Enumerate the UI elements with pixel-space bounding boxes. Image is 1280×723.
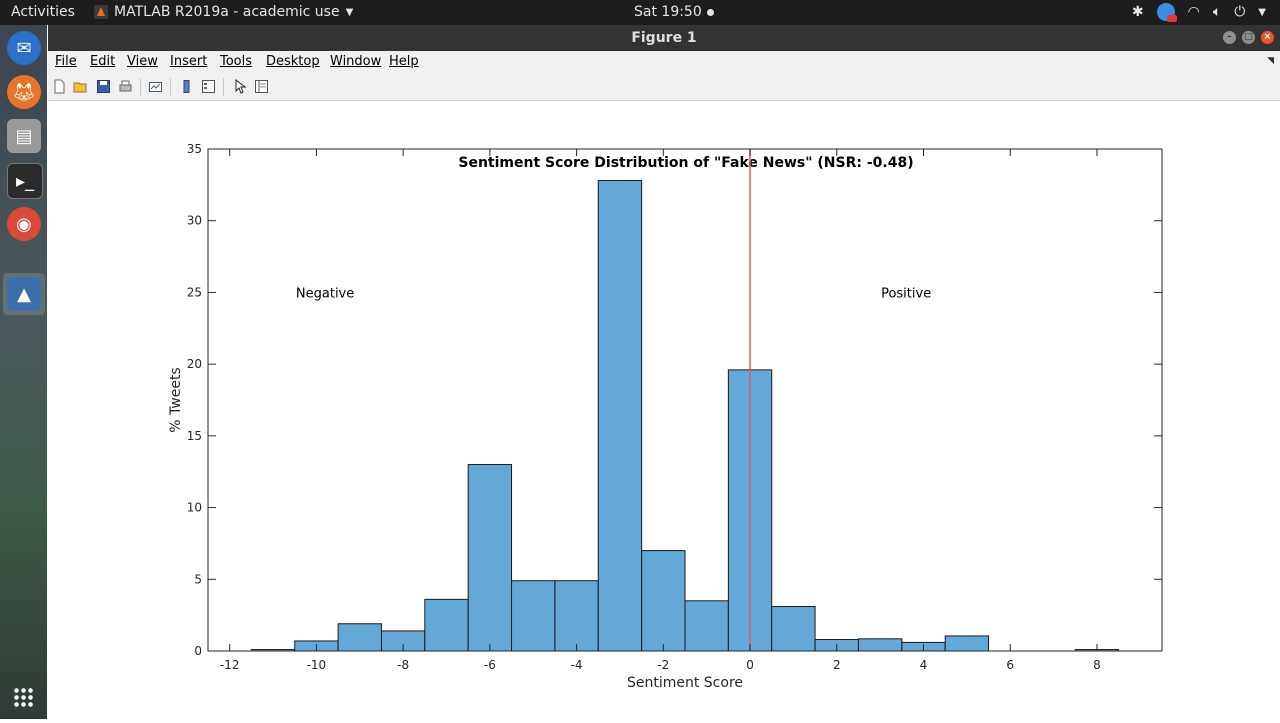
menu-file[interactable]: File [55, 54, 77, 69]
chrome-icon[interactable]: ◉ [7, 207, 41, 241]
x-tick-label: -8 [397, 658, 409, 672]
histogram-chart[interactable]: Sentiment Score Distribution of "Fake Ne… [48, 101, 1280, 719]
notification-dot-icon [706, 8, 714, 16]
histogram-bar [337, 623, 382, 652]
x-axis-label: Sentiment Score [627, 675, 743, 691]
y-axis-label: % Tweets [168, 367, 184, 432]
menu-edit[interactable]: Edit [90, 54, 116, 69]
dock: ✉ 🦊︎ ▤ ▸_ ◉ ▲ [0, 25, 47, 719]
print-icon[interactable] [118, 79, 133, 94]
new-figure-icon[interactable] [52, 79, 67, 94]
menu-tools[interactable]: Tools [220, 54, 253, 69]
wifi-icon[interactable]: ◠ [1187, 4, 1200, 20]
activities-button[interactable]: Activities [11, 4, 75, 20]
legend-icon[interactable] [201, 79, 216, 94]
files-icon[interactable]: ▤ [7, 119, 41, 153]
volume-icon[interactable]: 🔈︎ [1212, 4, 1222, 20]
toolbar-separator [223, 78, 224, 96]
matlab-icon[interactable]: ▲ [7, 277, 41, 311]
x-tick-label: 6 [1006, 658, 1014, 672]
histogram-bar [467, 464, 513, 652]
app-menu[interactable]: MATLAB R2019a - academic use ▼ [94, 4, 353, 20]
histogram-bar [944, 635, 990, 652]
clock[interactable]: Sat 19:50 [634, 4, 714, 20]
y-tick-label: 15 [187, 429, 202, 443]
colorbar-icon[interactable] [179, 79, 194, 94]
figure-window: Figure 1 – □ × File Edit View Insert Too… [48, 25, 1280, 719]
system-tray[interactable]: ✱ ◠ 🔈︎ ⏻ ▼ [1131, 3, 1266, 22]
close-icon[interactable]: × [1261, 31, 1274, 44]
histogram-bar [511, 580, 556, 652]
open-icon[interactable] [73, 79, 88, 94]
app-menu-label: MATLAB R2019a - academic use [114, 4, 340, 20]
link-plot-icon[interactable] [148, 79, 163, 94]
menu-window[interactable]: Window [330, 54, 382, 69]
histogram-bar [684, 600, 729, 652]
histogram-bar [424, 598, 469, 652]
y-tick-label: 10 [187, 501, 202, 515]
x-tick-label: -10 [307, 658, 327, 672]
terminal-icon[interactable]: ▸_ [7, 163, 43, 199]
x-tick-label: -12 [220, 658, 240, 672]
menu-help[interactable]: Help [389, 54, 419, 69]
x-tick-label: 4 [920, 658, 928, 672]
y-tick-label: 30 [187, 214, 202, 228]
y-tick-label: 0 [194, 644, 202, 658]
matlab-icon [94, 5, 108, 19]
show-applications-icon[interactable] [13, 687, 34, 708]
annotations-group: Negative Positive [296, 286, 931, 301]
chart-title: Sentiment Score Distribution of "Fake Ne… [458, 155, 913, 171]
x-tick-label: -6 [484, 658, 496, 672]
toolbar-separator [170, 78, 171, 96]
thunderbird-icon[interactable]: ✉ [7, 31, 41, 65]
bluetooth-icon[interactable]: ✱ [1131, 4, 1144, 20]
minimize-icon[interactable]: – [1223, 31, 1236, 44]
histogram-bar [554, 580, 599, 652]
menu-insert[interactable]: Insert [170, 54, 208, 69]
annotation-label: Positive [881, 286, 931, 301]
y-tick-label: 25 [187, 285, 202, 299]
y-tick-label: 20 [187, 357, 202, 371]
chevron-down-icon[interactable]: ▼ [1258, 6, 1266, 18]
dock-figure-icon[interactable]: ◥ [1267, 56, 1274, 66]
x-tick-label: 0 [746, 658, 754, 672]
histogram-bar [857, 638, 903, 652]
chevron-down-icon: ▼ [345, 6, 354, 18]
power-icon[interactable]: ⏻ [1234, 4, 1246, 20]
annotation-label: Negative [296, 286, 354, 301]
pointer-icon[interactable] [232, 79, 247, 94]
x-ticks-group: -12 -10 -8 -6 -4 -2 0 2 4 6 8 [220, 149, 1101, 672]
histogram-bar [771, 606, 816, 652]
firefox-icon[interactable]: 🦊︎ [7, 75, 41, 109]
x-tick-label: 2 [833, 658, 841, 672]
axes-box [207, 148, 1163, 652]
property-inspector-icon[interactable] [254, 79, 269, 94]
toolbar-separator [140, 78, 141, 96]
menu-bar: File Edit View Insert Tools Desktop Wind… [48, 51, 1280, 73]
title-bar[interactable]: Figure 1 – □ × [48, 25, 1280, 51]
window-title: Figure 1 [631, 30, 697, 46]
histogram-bar [641, 550, 686, 652]
top-bar: Activities MATLAB R2019a - academic use … [0, 0, 1280, 25]
x-tick-label: -2 [657, 658, 669, 672]
chrome-indicator-icon[interactable] [1156, 3, 1177, 22]
toolbar [48, 73, 1280, 101]
menu-desktop[interactable]: Desktop [266, 54, 320, 69]
histogram-bar [597, 180, 643, 652]
clock-label: Sat 19:50 [634, 4, 702, 20]
save-icon[interactable] [96, 79, 111, 94]
y-ticks-group: 0 5 10 15 20 25 30 35 [187, 142, 1162, 658]
x-tick-label: -4 [571, 658, 583, 672]
menu-view[interactable]: View [127, 54, 158, 69]
y-tick-label: 5 [194, 572, 202, 586]
x-tick-label: 8 [1093, 658, 1101, 672]
y-tick-label: 35 [187, 142, 202, 156]
maximize-icon[interactable]: □ [1242, 31, 1255, 44]
figure-canvas: Sentiment Score Distribution of "Fake Ne… [48, 101, 1280, 719]
bars-group [250, 180, 1120, 652]
